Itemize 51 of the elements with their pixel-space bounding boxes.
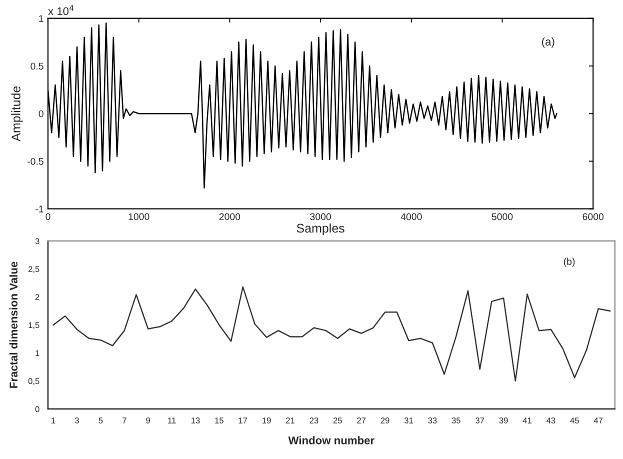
- x-tick-label: 35: [452, 418, 460, 424]
- x-axis-title: Window number: [288, 436, 374, 444]
- y-tick-label: -1: [36, 206, 44, 212]
- x-tick-label: 0: [46, 213, 50, 220]
- x-tick-label: 13: [191, 418, 200, 424]
- x-tick-label: 19: [262, 418, 271, 424]
- y-axis-title: Fractal dimension Value: [9, 262, 18, 388]
- y-tick-label: 1,5: [28, 322, 40, 330]
- y-tick-label: 0.5: [30, 62, 44, 70]
- x-tick-label: 4000: [400, 213, 422, 220]
- x-tick-label: 7: [122, 418, 126, 424]
- y-tick-label: 2,5: [28, 266, 40, 274]
- x-tick-label: 1: [52, 418, 56, 424]
- annotation: (a): [542, 37, 554, 48]
- x-tick-label: 21: [286, 418, 294, 424]
- y-axis-title: Amplitude: [11, 86, 23, 142]
- x-tick-label: 3: [75, 418, 79, 424]
- x-tick-label: 39: [499, 418, 508, 424]
- x-tick-label: 29: [380, 418, 390, 424]
- y-tick-label: 0: [38, 110, 44, 118]
- line-series: [52, 286, 611, 382]
- x-tick-label: 1000: [128, 213, 150, 220]
- x-tick-label: 23: [310, 418, 318, 424]
- x-tick-label: 43: [546, 418, 556, 424]
- y-tick-label: 0,5: [28, 378, 40, 386]
- x-tick-label: 33: [428, 418, 437, 424]
- x-tick-label: 5000: [492, 213, 513, 220]
- annotation: (b): [564, 258, 575, 267]
- x-tick-label: 11: [168, 418, 176, 424]
- x-tick-label: 41: [522, 418, 532, 424]
- x-tick-label: 9: [146, 418, 150, 424]
- text: x 10$^{4}$: [48, 5, 74, 16]
- x-tick-label: 6000: [582, 213, 604, 220]
- x-tick-label: 27: [357, 418, 366, 424]
- x-tick-label: 5: [98, 418, 103, 424]
- y-tick-label: 0: [35, 406, 40, 412]
- x-tick-label: 3000: [310, 213, 331, 220]
- y-tick-label: 3: [35, 238, 40, 244]
- x-tick-label: 31: [404, 418, 413, 424]
- x-tick-label: 47: [594, 418, 603, 424]
- y-tick-label: 1: [39, 15, 44, 22]
- y-tick-label: -0.5: [27, 158, 44, 165]
- x-tick-label: 45: [570, 418, 579, 424]
- x-tick-label: 25: [333, 418, 342, 424]
- x-tick-label: 15: [215, 418, 224, 424]
- y-tick-label: 1: [36, 350, 40, 356]
- x-tick-label: 37: [476, 418, 484, 424]
- x-axis-title: Samples: [296, 223, 344, 236]
- x-tick-label: 17: [238, 418, 248, 424]
- x-tick-label: 2000: [219, 213, 240, 220]
- y-tick-label: 2: [35, 294, 40, 300]
